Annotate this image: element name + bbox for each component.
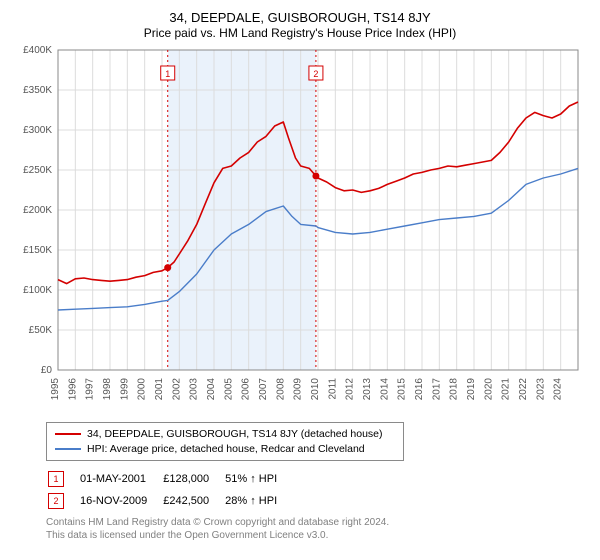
- svg-text:£100K: £100K: [23, 285, 52, 296]
- svg-text:£300K: £300K: [23, 125, 52, 136]
- svg-text:1997: 1997: [85, 378, 96, 401]
- svg-text:2018: 2018: [449, 378, 460, 401]
- svg-text:£400K: £400K: [23, 46, 52, 56]
- svg-text:£150K: £150K: [23, 245, 52, 256]
- root: 34, DEEPDALE, GUISBOROUGH, TS14 8JY Pric…: [0, 0, 600, 560]
- svg-text:2020: 2020: [483, 378, 494, 401]
- sale-date: 16-NOV-2009: [80, 491, 161, 511]
- price-chart: £0 £50K £100K £150K £200K £250K £300K £350K £400…: [12, 46, 588, 416]
- svg-text:2024: 2024: [553, 378, 564, 401]
- sale-price: £242,500: [163, 491, 223, 511]
- svg-text:2009: 2009: [293, 378, 304, 401]
- legend-swatch: [55, 448, 81, 450]
- svg-text:2017: 2017: [431, 378, 442, 401]
- svg-text:2003: 2003: [189, 378, 200, 401]
- svg-text:2001: 2001: [154, 378, 165, 401]
- table-row: 1 01-MAY-2001£128,00051% ↑ HPI: [48, 469, 291, 489]
- svg-text:£200K: £200K: [23, 205, 52, 216]
- sales-table: 1 01-MAY-2001£128,00051% ↑ HPI 2 16-NOV-200…: [46, 467, 293, 513]
- legend-label: HPI: Average price, detached house, Redc…: [87, 442, 365, 457]
- svg-text:2016: 2016: [414, 378, 425, 401]
- sale-pct: 51% ↑ HPI: [225, 469, 291, 489]
- svg-text:£0: £0: [41, 365, 53, 376]
- svg-text:2013: 2013: [362, 378, 373, 401]
- svg-text:2019: 2019: [466, 378, 477, 401]
- page-title: 34, DEEPDALE, GUISBOROUGH, TS14 8JY: [12, 10, 588, 25]
- sale-marker-icon: 1: [48, 471, 64, 487]
- page-subtitle: Price paid vs. HM Land Registry's House …: [12, 26, 588, 40]
- legend-swatch: [55, 433, 81, 435]
- svg-text:2010: 2010: [310, 378, 321, 401]
- svg-text:2002: 2002: [171, 378, 182, 401]
- svg-text:1995: 1995: [50, 378, 61, 401]
- legend-label: 34, DEEPDALE, GUISBOROUGH, TS14 8JY (det…: [87, 427, 383, 442]
- svg-text:2004: 2004: [206, 378, 217, 401]
- sale-marker-icon: 2: [48, 493, 64, 509]
- svg-text:2: 2: [313, 69, 318, 79]
- svg-text:2011: 2011: [327, 378, 338, 400]
- legend-row: 34, DEEPDALE, GUISBOROUGH, TS14 8JY (det…: [55, 427, 395, 442]
- svg-text:£350K: £350K: [23, 85, 52, 96]
- svg-text:2015: 2015: [397, 378, 408, 401]
- svg-text:2023: 2023: [535, 378, 546, 401]
- svg-text:2006: 2006: [241, 378, 252, 401]
- svg-text:1998: 1998: [102, 378, 113, 401]
- svg-text:1999: 1999: [119, 378, 130, 401]
- sale-date: 01-MAY-2001: [80, 469, 161, 489]
- license-line1: Contains HM Land Registry data © Crown c…: [46, 517, 389, 528]
- svg-text:2012: 2012: [345, 378, 356, 401]
- svg-text:2005: 2005: [223, 378, 234, 401]
- sale-price: £128,000: [163, 469, 223, 489]
- svg-text:2008: 2008: [275, 378, 286, 401]
- svg-text:£50K: £50K: [29, 325, 53, 336]
- svg-text:2021: 2021: [501, 378, 512, 401]
- svg-text:2014: 2014: [379, 378, 390, 401]
- svg-text:2007: 2007: [258, 378, 269, 401]
- svg-text:£250K: £250K: [23, 165, 52, 176]
- license-line2: This data is licensed under the Open Gov…: [46, 530, 328, 541]
- legend: 34, DEEPDALE, GUISBOROUGH, TS14 8JY (det…: [46, 422, 404, 461]
- chart-area: £0 £50K £100K £150K £200K £250K £300K £350K £400…: [12, 46, 588, 416]
- svg-text:1: 1: [165, 69, 170, 79]
- svg-text:2000: 2000: [137, 378, 148, 401]
- table-row: 2 16-NOV-2009£242,50028% ↑ HPI: [48, 491, 291, 511]
- legend-row: HPI: Average price, detached house, Redc…: [55, 442, 395, 457]
- svg-text:2022: 2022: [518, 378, 529, 401]
- svg-text:1996: 1996: [67, 378, 78, 401]
- license-text: Contains HM Land Registry data © Crown c…: [46, 517, 588, 542]
- sale-pct: 28% ↑ HPI: [225, 491, 291, 511]
